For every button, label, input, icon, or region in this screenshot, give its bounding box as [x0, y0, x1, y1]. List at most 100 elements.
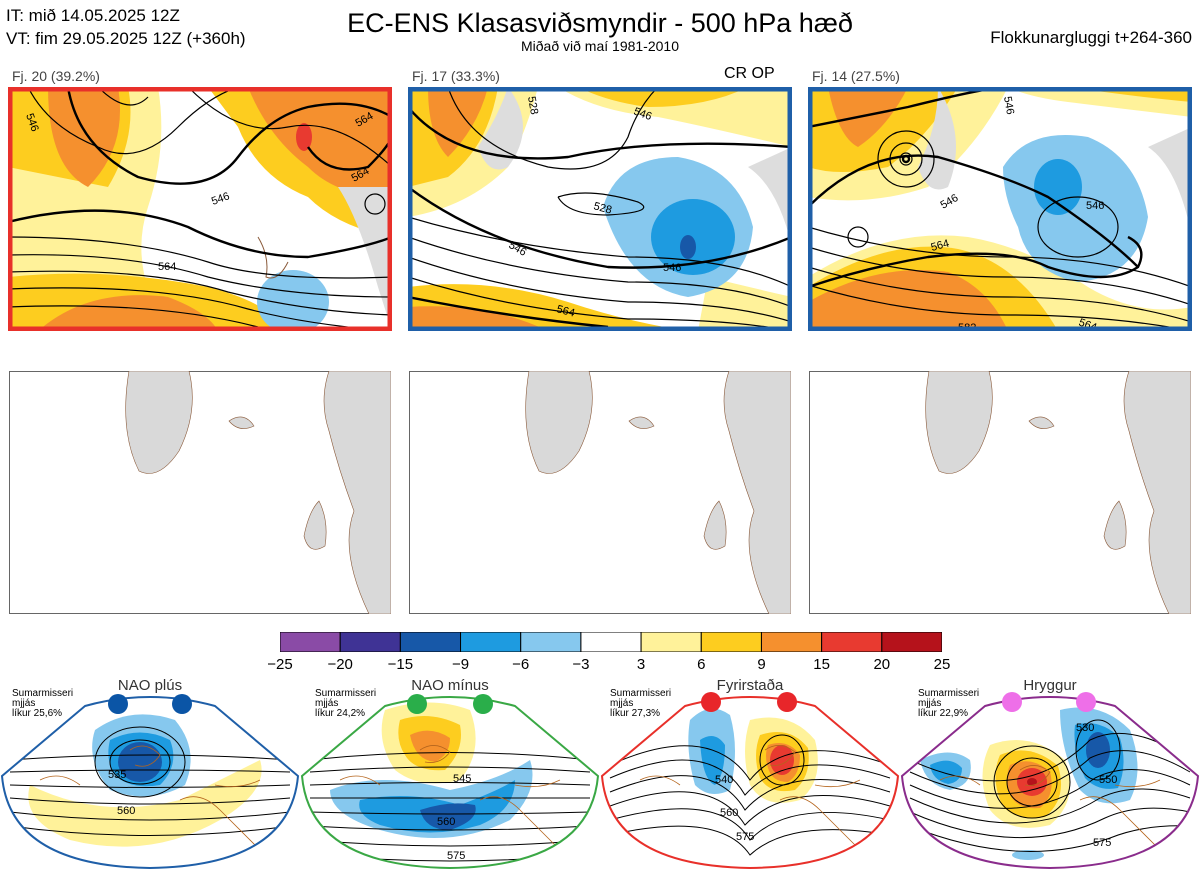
- regime-2-info: Sumarmisseri mjjás líkur 24,2%: [315, 689, 376, 719]
- page-subtitle: Miðað við maí 1981-2010: [521, 38, 679, 54]
- colorbar-tick-label: 25: [933, 656, 951, 673]
- regime-4-contour-label: 575: [1093, 837, 1111, 849]
- valid-time: VT: fim 29.05.2025 12Z (+360h): [6, 29, 246, 48]
- regime-1-probability: líkur 25,6%: [12, 708, 63, 719]
- regime-4-contour-label: 530: [1076, 722, 1094, 734]
- cluster-3-map[interactable]: 546 546 564 564 582 546: [808, 87, 1192, 331]
- cluster-2-contour-label: 528: [592, 200, 613, 216]
- cluster-2-contour-label: 546: [632, 106, 653, 124]
- colorbar-tick-labels: −25 −20 −15 −9 −6 −3 3 6 9 15 20 25: [267, 656, 950, 674]
- cluster-3-contour-label: 546: [1001, 95, 1016, 115]
- regime-2-type: mjjás: [315, 698, 339, 709]
- colorbar-tick-label: 6: [697, 656, 706, 673]
- regime-4-contour-label: 550: [1099, 774, 1117, 786]
- base-map-3: [809, 371, 1191, 614]
- colorbar-tick-label: 20: [873, 656, 891, 673]
- cluster-2-contour-label: 528: [525, 95, 540, 115]
- regime-3-frame: [600, 696, 900, 870]
- regime-3-name: Fyrirstaða: [716, 677, 784, 694]
- regime-1-contour-label: 535: [108, 769, 126, 781]
- cluster-1-contour-label: 546: [210, 190, 231, 208]
- base-map-1: [9, 371, 391, 614]
- regime-1-name: NAO plús: [117, 677, 183, 694]
- regime-2-contour-label: 545: [453, 773, 471, 785]
- colorbar-tick-label: −9: [451, 656, 470, 673]
- regime-3-type: mjjás: [610, 698, 634, 709]
- regime-3-contour-label: 540: [715, 774, 733, 786]
- regime-3-map[interactable]: 540 560 575: [600, 690, 900, 871]
- regime-1-info: Sumarmisseri mjjás líkur 25,6%: [12, 689, 73, 719]
- colorbar-swatch: [460, 631, 522, 653]
- regime-1-dot: [108, 694, 128, 714]
- colorbar-swatch: [520, 631, 582, 653]
- cluster-2-map[interactable]: 546 528 546 546 564 528: [408, 87, 792, 331]
- regime-2-frame: [300, 696, 600, 870]
- colorbar-tick-label: 3: [636, 656, 646, 673]
- regime-4-dot: [1002, 692, 1022, 712]
- colorbar-swatch: [700, 631, 762, 653]
- regime-1-map[interactable]: 535 560: [0, 690, 300, 871]
- regime-3-dot: [777, 692, 797, 712]
- regime-2-map[interactable]: 545 560 575: [300, 690, 600, 871]
- init-time: IT: mið 14.05.2025 12Z: [6, 6, 180, 25]
- colorbar-swatch: [399, 631, 462, 653]
- header-info: IT: mið 14.05.2025 12Z VT: fim 29.05.202…: [6, 4, 246, 50]
- colorbar-swatch: [339, 631, 401, 653]
- regime-4-type: mjjás: [918, 698, 942, 709]
- regime-2-dot: [473, 694, 493, 714]
- colorbar-tick-label: −20: [327, 656, 353, 673]
- regime-2-contour-label: 575: [447, 850, 465, 862]
- regime-3-contour-label: 560: [720, 807, 738, 819]
- cluster-1-frame: [8, 87, 392, 331]
- colorbar-swatches: [279, 631, 943, 653]
- regime-4-info: Sumarmisseri mjjás líkur 22,9%: [918, 689, 979, 719]
- regime-4-probability: líkur 22,9%: [918, 708, 969, 719]
- colorbar-swatch: [640, 631, 702, 653]
- cluster-2-frame: [408, 87, 792, 331]
- cluster-2-extra-label: CR OP: [724, 65, 775, 82]
- regime-4-season: Sumarmisseri: [918, 688, 980, 699]
- regime-3-season: Sumarmisseri: [610, 688, 672, 699]
- regime-3-dot: [701, 692, 721, 712]
- cluster-2-label: Fj. 17 (33.3%): [412, 68, 500, 84]
- cluster-2-contour-label: 564: [555, 303, 576, 319]
- regime-2-season: Sumarmisseri: [315, 688, 377, 699]
- cluster-1-contour-label: 546: [23, 112, 41, 133]
- cluster-3-label: Fj. 14 (27.5%): [812, 68, 900, 84]
- colorbar-tick-label: 15: [813, 656, 830, 673]
- cluster-1-map[interactable]: 564 546 564 564 546: [8, 87, 392, 331]
- regime-1-type: mjjás: [12, 698, 36, 709]
- regime-1-dot: [172, 694, 192, 714]
- regime-3-info: Sumarmisseri mjjás líkur 27,3%: [610, 689, 671, 719]
- colorbar-swatch: [279, 631, 341, 653]
- cluster-3-frame: [808, 87, 1192, 331]
- colorbar-tick-label: −15: [387, 656, 414, 673]
- colorbar-tick-label: −3: [572, 656, 590, 673]
- cluster-3-contour-label: 564: [930, 238, 951, 254]
- regime-4-name: Hryggur: [1023, 677, 1077, 694]
- regime-4-dot: [1076, 692, 1096, 712]
- regime-2-probability: líkur 24,2%: [315, 708, 366, 719]
- colorbar-swatch: [580, 631, 642, 653]
- regime-1-contour-label: 560: [117, 805, 135, 817]
- page-title: EC-ENS Klasasviðsmyndir - 500 hPa hæð: [347, 8, 853, 38]
- colorbar-swatch: [881, 631, 943, 653]
- colorbar-swatch: [821, 631, 883, 653]
- classification-window: Flokkunargluggi t+264-360: [990, 28, 1192, 47]
- colorbar: [279, 631, 943, 653]
- cluster-2-contour-label: 546: [663, 262, 681, 274]
- cluster-1-label: Fj. 20 (39.2%): [12, 68, 100, 84]
- cluster-3-contour-label: 546: [1086, 200, 1104, 212]
- regime-4-map[interactable]: 530 550 575: [900, 690, 1200, 871]
- colorbar-tick-label: −25: [267, 656, 293, 673]
- base-map-2: [409, 371, 791, 614]
- regime-4-frame: [900, 696, 1200, 870]
- regime-3-probability: líkur 27,3%: [610, 708, 661, 719]
- regime-2-dot: [407, 694, 427, 714]
- regime-1-season: Sumarmisseri: [12, 688, 74, 699]
- regime-2-name: NAO mínus: [411, 677, 489, 694]
- colorbar-swatch: [760, 631, 823, 653]
- regime-1-frame: [0, 696, 300, 870]
- cluster-1-contour-label: 564: [158, 261, 176, 273]
- regime-2-contour-label: 560: [437, 816, 455, 828]
